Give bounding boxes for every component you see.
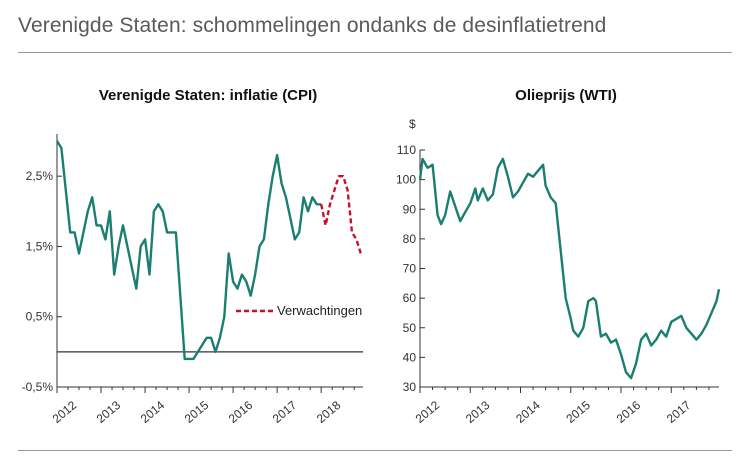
- cpi-y-tick-label: -0,5%: [22, 380, 54, 394]
- cpi-x-tick-label: 2018: [314, 398, 344, 426]
- oil-y-tick-label: 90: [403, 202, 417, 216]
- oil-x-tick-label: 2014: [513, 398, 543, 426]
- oil-y-tick-label: 80: [403, 232, 417, 246]
- oil-y-tick-label: 70: [403, 262, 417, 276]
- oil-series-group: [418, 157, 721, 380]
- cpi-y-tick-label: 2,5%: [26, 169, 54, 183]
- oil-y-tick-label: 30: [403, 380, 417, 394]
- cpi-x-tick-label: 2014: [138, 398, 168, 426]
- oil-series-actual-line: [418, 157, 721, 380]
- oil-y-tick-label: 100: [396, 173, 416, 187]
- cpi-x-tick-label: 2012: [50, 398, 80, 426]
- cpi-y-tick-label: 0,5%: [26, 310, 54, 324]
- cpi-series-actual-line: [55, 140, 322, 361]
- oil-chart: Olieprijs (WTI) $ 30 40 50 60 70 80 90 100 110 20…: [396, 87, 721, 426]
- oil-y-tick-label: 110: [397, 143, 416, 157]
- oil-y-tick-label: 50: [403, 321, 417, 335]
- cpi-axes: -0,5% 0,5% 1,5% 2,5% 2012 2013 2014 2015 2016 201…: [22, 134, 363, 426]
- oil-x-tick-label: 2016: [614, 398, 644, 426]
- oil-x-tick-label: 2013: [463, 398, 493, 426]
- top-divider: [18, 52, 732, 53]
- oil-x-tick-label: 2015: [563, 398, 593, 426]
- bottom-divider: [18, 450, 732, 451]
- page-title: Verenigde Staten: schommelingen ondanks …: [18, 14, 607, 37]
- cpi-legend: Verwachtingen: [236, 303, 362, 318]
- cpi-x-tick-label: 2017: [270, 398, 300, 426]
- legend-forecast-label: Verwachtingen: [277, 303, 362, 318]
- oil-y-tick-label: 60: [403, 291, 417, 305]
- cpi-y-tick-label: 1,5%: [26, 239, 54, 253]
- oil-unit-label: $: [409, 117, 416, 131]
- cpi-x-tick-label: 2013: [94, 398, 124, 426]
- cpi-chart-title: Verenigde Staten: inflatie (CPI): [99, 87, 317, 104]
- oil-y-tick-label: 40: [403, 350, 417, 364]
- oil-chart-title: Olieprijs (WTI): [515, 87, 617, 104]
- oil-x-tick-label: 2012: [413, 398, 443, 426]
- cpi-x-tick-label: 2015: [182, 398, 212, 426]
- cpi-chart: Verenigde Staten: inflatie (CPI) -0,5% 0,…: [22, 87, 363, 426]
- oil-axes: 30 40 50 60 70 80 90 100 110 2012 2013 2014 2015 2016…: [396, 143, 719, 426]
- cpi-series-group: [55, 140, 362, 361]
- cpi-series-forecast-line: [320, 174, 362, 254]
- cpi-x-tick-label: 2016: [226, 398, 256, 426]
- oil-x-tick-label: 2017: [664, 398, 694, 426]
